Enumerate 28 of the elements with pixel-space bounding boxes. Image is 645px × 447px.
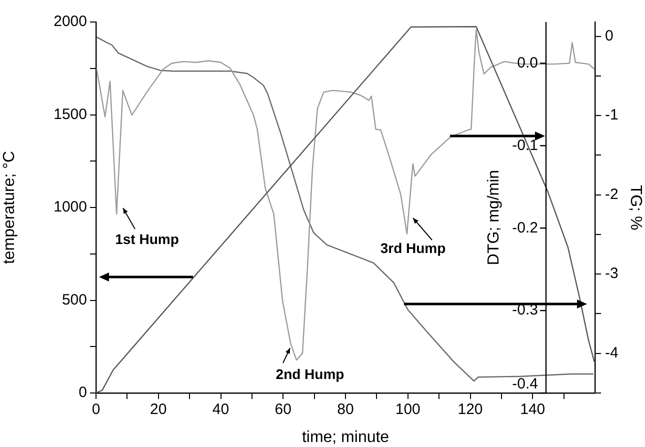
y3-tick-label: -1 <box>605 106 618 124</box>
y3-tick-label: -4 <box>605 344 618 362</box>
x-tick-label: 140 <box>520 401 546 418</box>
annotation: 2nd Hump <box>276 366 344 382</box>
x-tick-label: 80 <box>337 401 354 418</box>
y-tick-label: 0 <box>78 384 87 402</box>
y2-tick-label: -0.2 <box>512 219 538 236</box>
y3-tick-label: 0 <box>605 27 614 44</box>
x-axis-title: time; minute <box>302 428 390 446</box>
x-tick-label: 40 <box>212 401 230 418</box>
annotation: 1st Hump <box>115 230 179 247</box>
y-axis-title: temperature; °C <box>1 150 18 264</box>
y3-tick-label: -2 <box>605 186 618 203</box>
y3-axis-title: TG; % <box>626 184 644 230</box>
x-tick-label: 20 <box>150 401 167 418</box>
x-tick-label: 100 <box>395 401 420 418</box>
y2-tick-label: 0.0 <box>517 54 538 72</box>
y2-tick-label: -0.4 <box>512 376 538 393</box>
annotation: 3rd Hump <box>380 240 446 256</box>
x-tick-label: 120 <box>458 401 483 418</box>
y-tick-label: 500 <box>62 291 87 308</box>
y2-axis-title: DTG; mg/min <box>485 170 502 266</box>
y3-tick-label: -3 <box>605 265 618 282</box>
y-tick-label: 2000 <box>54 13 87 30</box>
y-tick-label: 1000 <box>54 198 87 216</box>
x-tick-label: 60 <box>274 401 292 418</box>
x-tick-label: 0 <box>92 401 100 418</box>
y-tick-label: 1500 <box>54 106 87 123</box>
